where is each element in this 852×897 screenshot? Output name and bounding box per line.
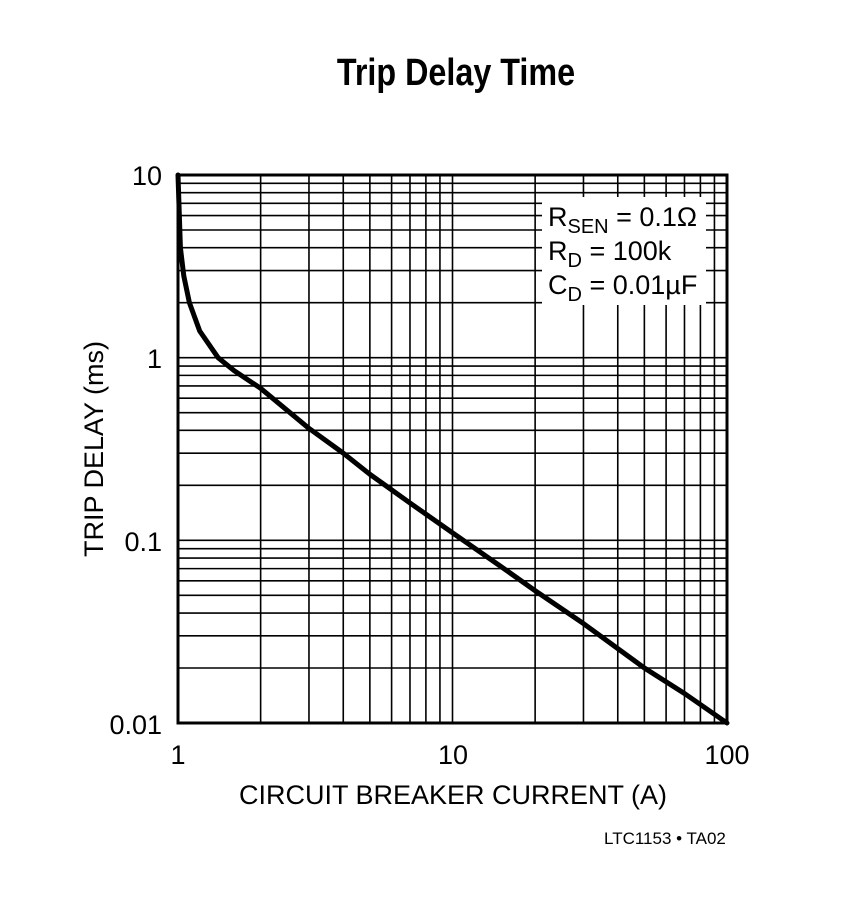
x-axis-label: CIRCUIT BREAKER CURRENT (A) bbox=[239, 780, 667, 810]
note-cd: CD = 0.01µF bbox=[548, 270, 697, 306]
y-tick-0.1: 0.1 bbox=[124, 527, 162, 557]
note-rsen: RSEN = 0.1Ω bbox=[548, 202, 697, 238]
grid-lines bbox=[177, 175, 727, 724]
plot-frame bbox=[176, 173, 729, 725]
x-tick-10: 10 bbox=[438, 740, 468, 770]
y-tick-0.01: 0.01 bbox=[109, 710, 162, 740]
x-tick-labels: 1 10 100 bbox=[170, 740, 749, 770]
y-tick-10: 10 bbox=[132, 161, 162, 191]
x-tick-100: 100 bbox=[704, 740, 749, 770]
y-axis-label: TRIP DELAY (ms) bbox=[79, 341, 109, 557]
y-tick-1: 1 bbox=[147, 344, 162, 374]
annotation-text: RSEN = 0.1Ω RD = 100k CD = 0.01µF bbox=[548, 202, 697, 306]
chart-title: Trip Delay Time bbox=[336, 52, 576, 94]
note-rd: RD = 100k bbox=[548, 236, 672, 272]
annotation-box bbox=[542, 197, 706, 305]
y-tick-labels: 10 1 0.1 0.01 bbox=[109, 161, 162, 740]
figure-id: LTC1153 • TA02 bbox=[604, 829, 726, 848]
x-tick-1: 1 bbox=[170, 740, 185, 770]
trip-delay-curve bbox=[175, 172, 730, 726]
